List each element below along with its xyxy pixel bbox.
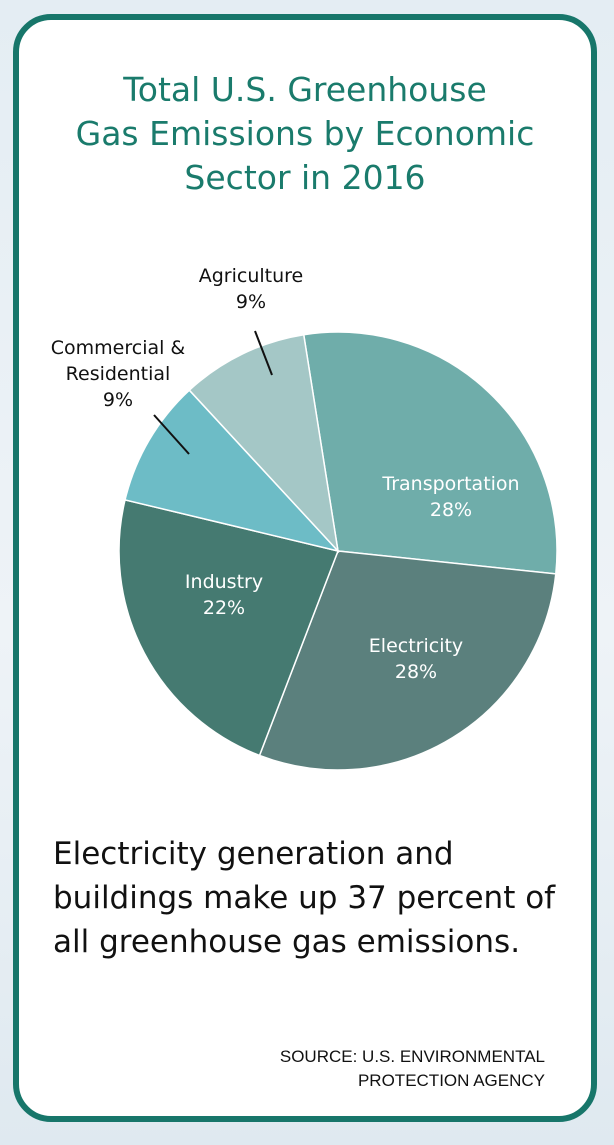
slice-label-transportation: Transportation	[381, 473, 519, 495]
pie-slice-agriculture	[188, 333, 340, 554]
slice-value-industry: 22%	[203, 597, 245, 619]
chart-title: Total U.S. Greenhouse Gas Emissions by E…	[75, 70, 535, 197]
slice-label-agriculture: Agriculture	[199, 265, 304, 287]
slice-value-transportation: 28%	[430, 499, 472, 521]
pie-slice-industry	[118, 498, 340, 757]
infographic-card: Total U.S. Greenhouse Gas Emissions by E…	[13, 14, 597, 1122]
slice-label-commercial-and-residential-line-1: Commercial &	[51, 337, 186, 359]
caption-text: Electricity generation and buildings mak…	[53, 836, 556, 960]
source-credit: SOURCE: U.S. ENVIRONMENTAL PROTECTION AG…	[279, 1047, 545, 1090]
leader-line-commercial-and-residential	[153, 414, 190, 455]
pie-slice-commercial-and-residential	[124, 389, 341, 553]
leader-line-agriculture	[254, 330, 273, 376]
slice-value-commercial-and-residential: 9%	[103, 389, 133, 411]
pie-slice-transportation	[302, 331, 558, 575]
pie-slice-electricity	[258, 550, 557, 771]
pie-chart: Transportation 28% Electricity 28% Industry 2…	[51, 265, 558, 771]
slice-label-commercial-and-residential-line-2: Residential	[66, 363, 171, 385]
slice-value-agriculture: 9%	[236, 291, 266, 313]
slice-value-electricity: 28%	[395, 661, 437, 683]
slice-label-industry: Industry	[185, 571, 263, 593]
slice-label-electricity: Electricity	[369, 635, 463, 657]
